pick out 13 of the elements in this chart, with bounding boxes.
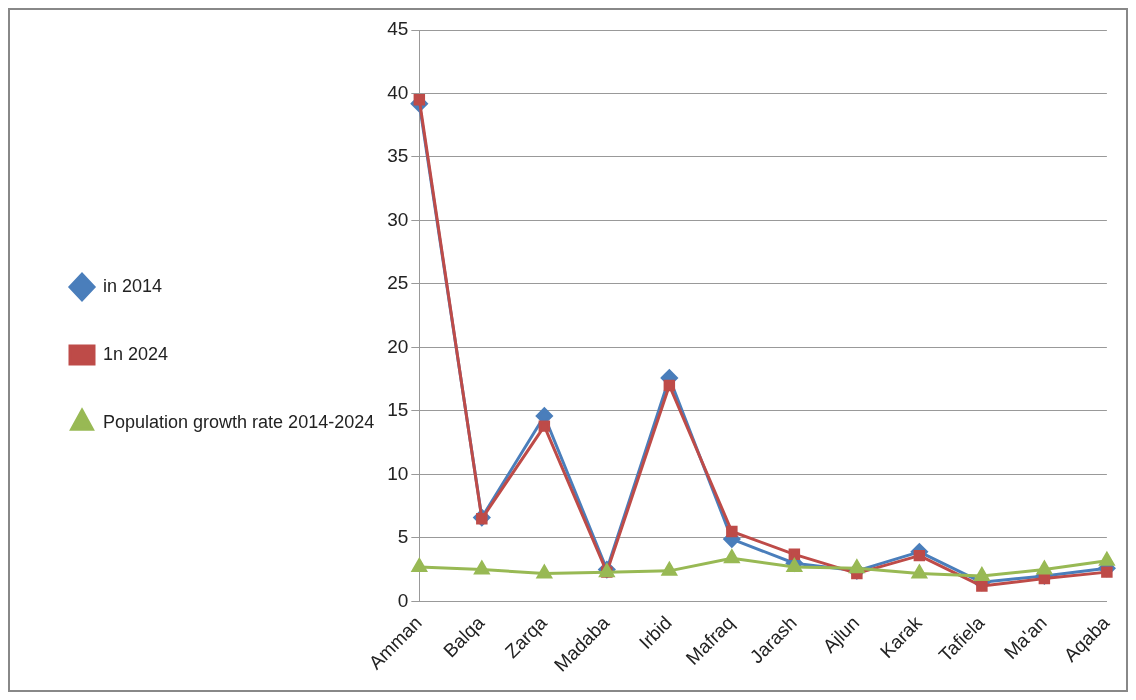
- legend-label: 1n 2024: [103, 343, 169, 364]
- legend-label: Population growth rate 2014-2024: [103, 411, 375, 432]
- y-tick-label: 35: [387, 145, 409, 167]
- y-tick-label: 10: [387, 462, 409, 484]
- y-tick-label: 45: [387, 18, 409, 40]
- y-tick-label: 30: [387, 208, 409, 230]
- y-tick-label: 0: [397, 589, 409, 611]
- y-tick-label: 40: [387, 81, 409, 103]
- legend-label: in 2014: [103, 275, 163, 296]
- y-tick-label: 25: [387, 272, 409, 294]
- y-tick-label: 15: [387, 399, 409, 421]
- y-tick-label: 5: [397, 526, 409, 548]
- y-tick-label: 20: [387, 335, 409, 357]
